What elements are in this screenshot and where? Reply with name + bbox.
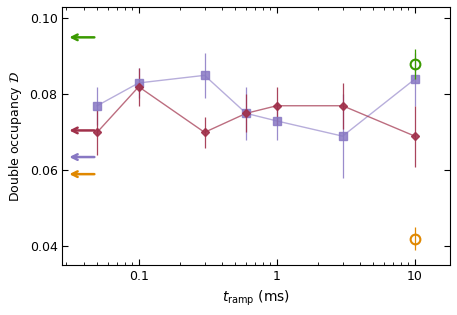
Y-axis label: Double occupancy $\mathcal{D}$: Double occupancy $\mathcal{D}$ [7,71,24,202]
X-axis label: $t_{\mathrm{ramp}}$ (ms): $t_{\mathrm{ramp}}$ (ms) [222,289,290,308]
